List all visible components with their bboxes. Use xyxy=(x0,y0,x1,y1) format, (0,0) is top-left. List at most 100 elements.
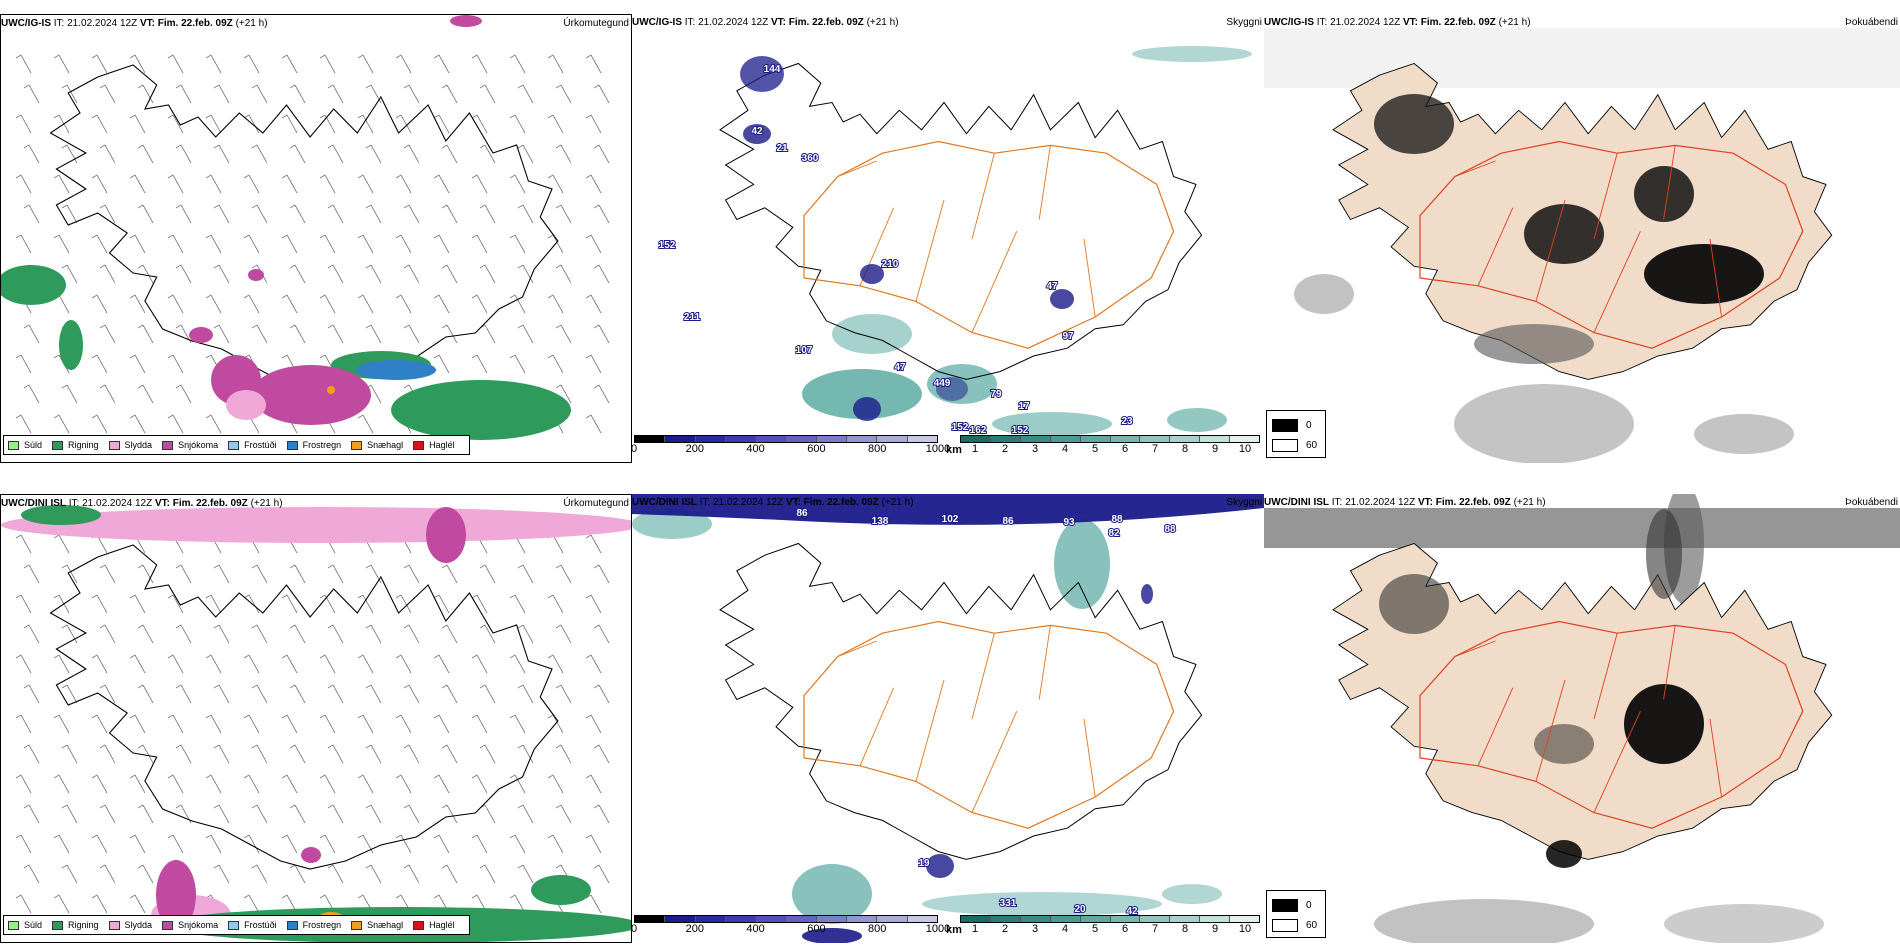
legend-swatch xyxy=(413,440,425,450)
wind-barb xyxy=(479,864,496,884)
wind-barb xyxy=(251,744,268,764)
colorbar-tick-label: 1000 xyxy=(925,443,951,455)
wind-barb xyxy=(213,684,230,704)
wind-barb xyxy=(517,624,534,644)
legend-item: Snjókoma xyxy=(162,440,218,450)
wind-barb xyxy=(61,864,78,884)
colorbar-tick-label: 2 xyxy=(1001,923,1009,935)
wind-barb xyxy=(137,144,154,164)
road xyxy=(1038,625,1051,700)
wind-barb xyxy=(281,594,298,614)
panel-header: UWC/IG-IS IT: 21.02.2024 12Z VT: Fim. 22… xyxy=(632,17,899,28)
road xyxy=(971,633,995,720)
colorbar-tick-label: 9 xyxy=(1211,443,1219,455)
wind-barb xyxy=(517,144,534,164)
wind-barb xyxy=(555,684,572,704)
cloud-base-value: 93 xyxy=(1063,517,1075,528)
road xyxy=(1593,711,1641,813)
road xyxy=(837,160,877,178)
snow-area xyxy=(156,860,196,930)
wind-barb xyxy=(137,804,154,824)
wind-barb xyxy=(509,174,526,194)
fog-sea-area xyxy=(1294,274,1354,314)
wind-barb xyxy=(319,654,336,674)
wind-barb xyxy=(289,744,306,764)
wind-barb xyxy=(593,564,610,584)
road xyxy=(915,199,945,302)
wind-barb xyxy=(593,144,610,164)
wind-barb xyxy=(137,384,154,404)
wind-barb xyxy=(251,84,268,104)
wind-barb xyxy=(175,84,192,104)
wind-barb xyxy=(509,594,526,614)
wind-barb xyxy=(395,834,412,854)
fog-map-row2 xyxy=(1264,494,1900,943)
wind-barb xyxy=(61,144,78,164)
ring-road xyxy=(1419,140,1804,349)
cloud-base-value: 144 xyxy=(764,64,781,75)
wind-barb xyxy=(585,834,602,854)
wind-barb xyxy=(23,384,40,404)
wind-barb xyxy=(213,204,230,224)
wind-barb xyxy=(175,684,192,704)
rain-area xyxy=(391,380,571,440)
colorbar-cell xyxy=(1080,916,1111,922)
wind-barb xyxy=(175,564,192,584)
wind-barb xyxy=(91,234,108,254)
wind-barb xyxy=(213,564,230,584)
wind-barb xyxy=(175,624,192,644)
wind-barb xyxy=(555,744,572,764)
snow-area xyxy=(248,269,264,281)
wind-barb xyxy=(167,54,184,74)
colorbar-tick-label: 1 xyxy=(971,923,979,935)
wind-barb xyxy=(61,804,78,824)
low-visibility-area xyxy=(1132,46,1252,62)
wind-barb xyxy=(319,234,336,254)
low-visibility-area xyxy=(922,892,1162,916)
cloud-base-value: 449 xyxy=(934,378,951,389)
wind-barb xyxy=(441,804,458,824)
wind-barb xyxy=(205,834,222,854)
snow-area xyxy=(251,365,371,425)
low-cloud-area xyxy=(1050,289,1074,309)
colorbar-cell xyxy=(847,436,878,442)
wind-barb xyxy=(251,204,268,224)
legend-swatch xyxy=(1272,899,1298,912)
wind-barb xyxy=(479,804,496,824)
wind-barb xyxy=(509,54,526,74)
wind-barb xyxy=(471,594,488,614)
wind-barb xyxy=(433,714,450,734)
wind-barb xyxy=(137,324,154,344)
wind-barb xyxy=(53,534,70,554)
wind-barb xyxy=(91,834,108,854)
colorbar-ticks: 1 2 3 4 5 6 7 8 9 10 xyxy=(960,443,1260,455)
wind-barb xyxy=(167,114,184,134)
wind-barb xyxy=(479,84,496,104)
wind-barb xyxy=(23,684,40,704)
iceland-coastline xyxy=(719,62,1203,380)
legend-label: Súld xyxy=(24,920,43,930)
wind-barb xyxy=(357,114,374,134)
cloud-base-value: 86 xyxy=(796,508,808,519)
wind-barb xyxy=(53,834,70,854)
legend-item: Frostúði xyxy=(228,920,277,930)
wind-barb xyxy=(403,744,420,764)
wind-barb xyxy=(547,294,564,314)
precip-type-panel-row2: UWC/DINI ISL IT: 21.02.2024 12Z VT: Fim.… xyxy=(0,494,632,943)
wind-barb xyxy=(129,894,146,914)
wind-barb xyxy=(251,804,268,824)
cloud-base-value: 19 xyxy=(918,858,930,869)
low-cloud-area xyxy=(802,928,862,943)
rain-area xyxy=(21,505,101,525)
wind-barb xyxy=(593,84,610,104)
colorbar-tick-label: 400 xyxy=(746,923,765,935)
wind-barb xyxy=(365,264,382,284)
wind-barb xyxy=(555,324,572,344)
colorbar-cell xyxy=(1140,436,1171,442)
wind-barb xyxy=(251,144,268,164)
colorbar-cell xyxy=(1110,436,1141,442)
wind-barb xyxy=(205,234,222,254)
road xyxy=(915,679,945,782)
wind-barb xyxy=(251,864,268,884)
colorbar-cell xyxy=(877,436,908,442)
